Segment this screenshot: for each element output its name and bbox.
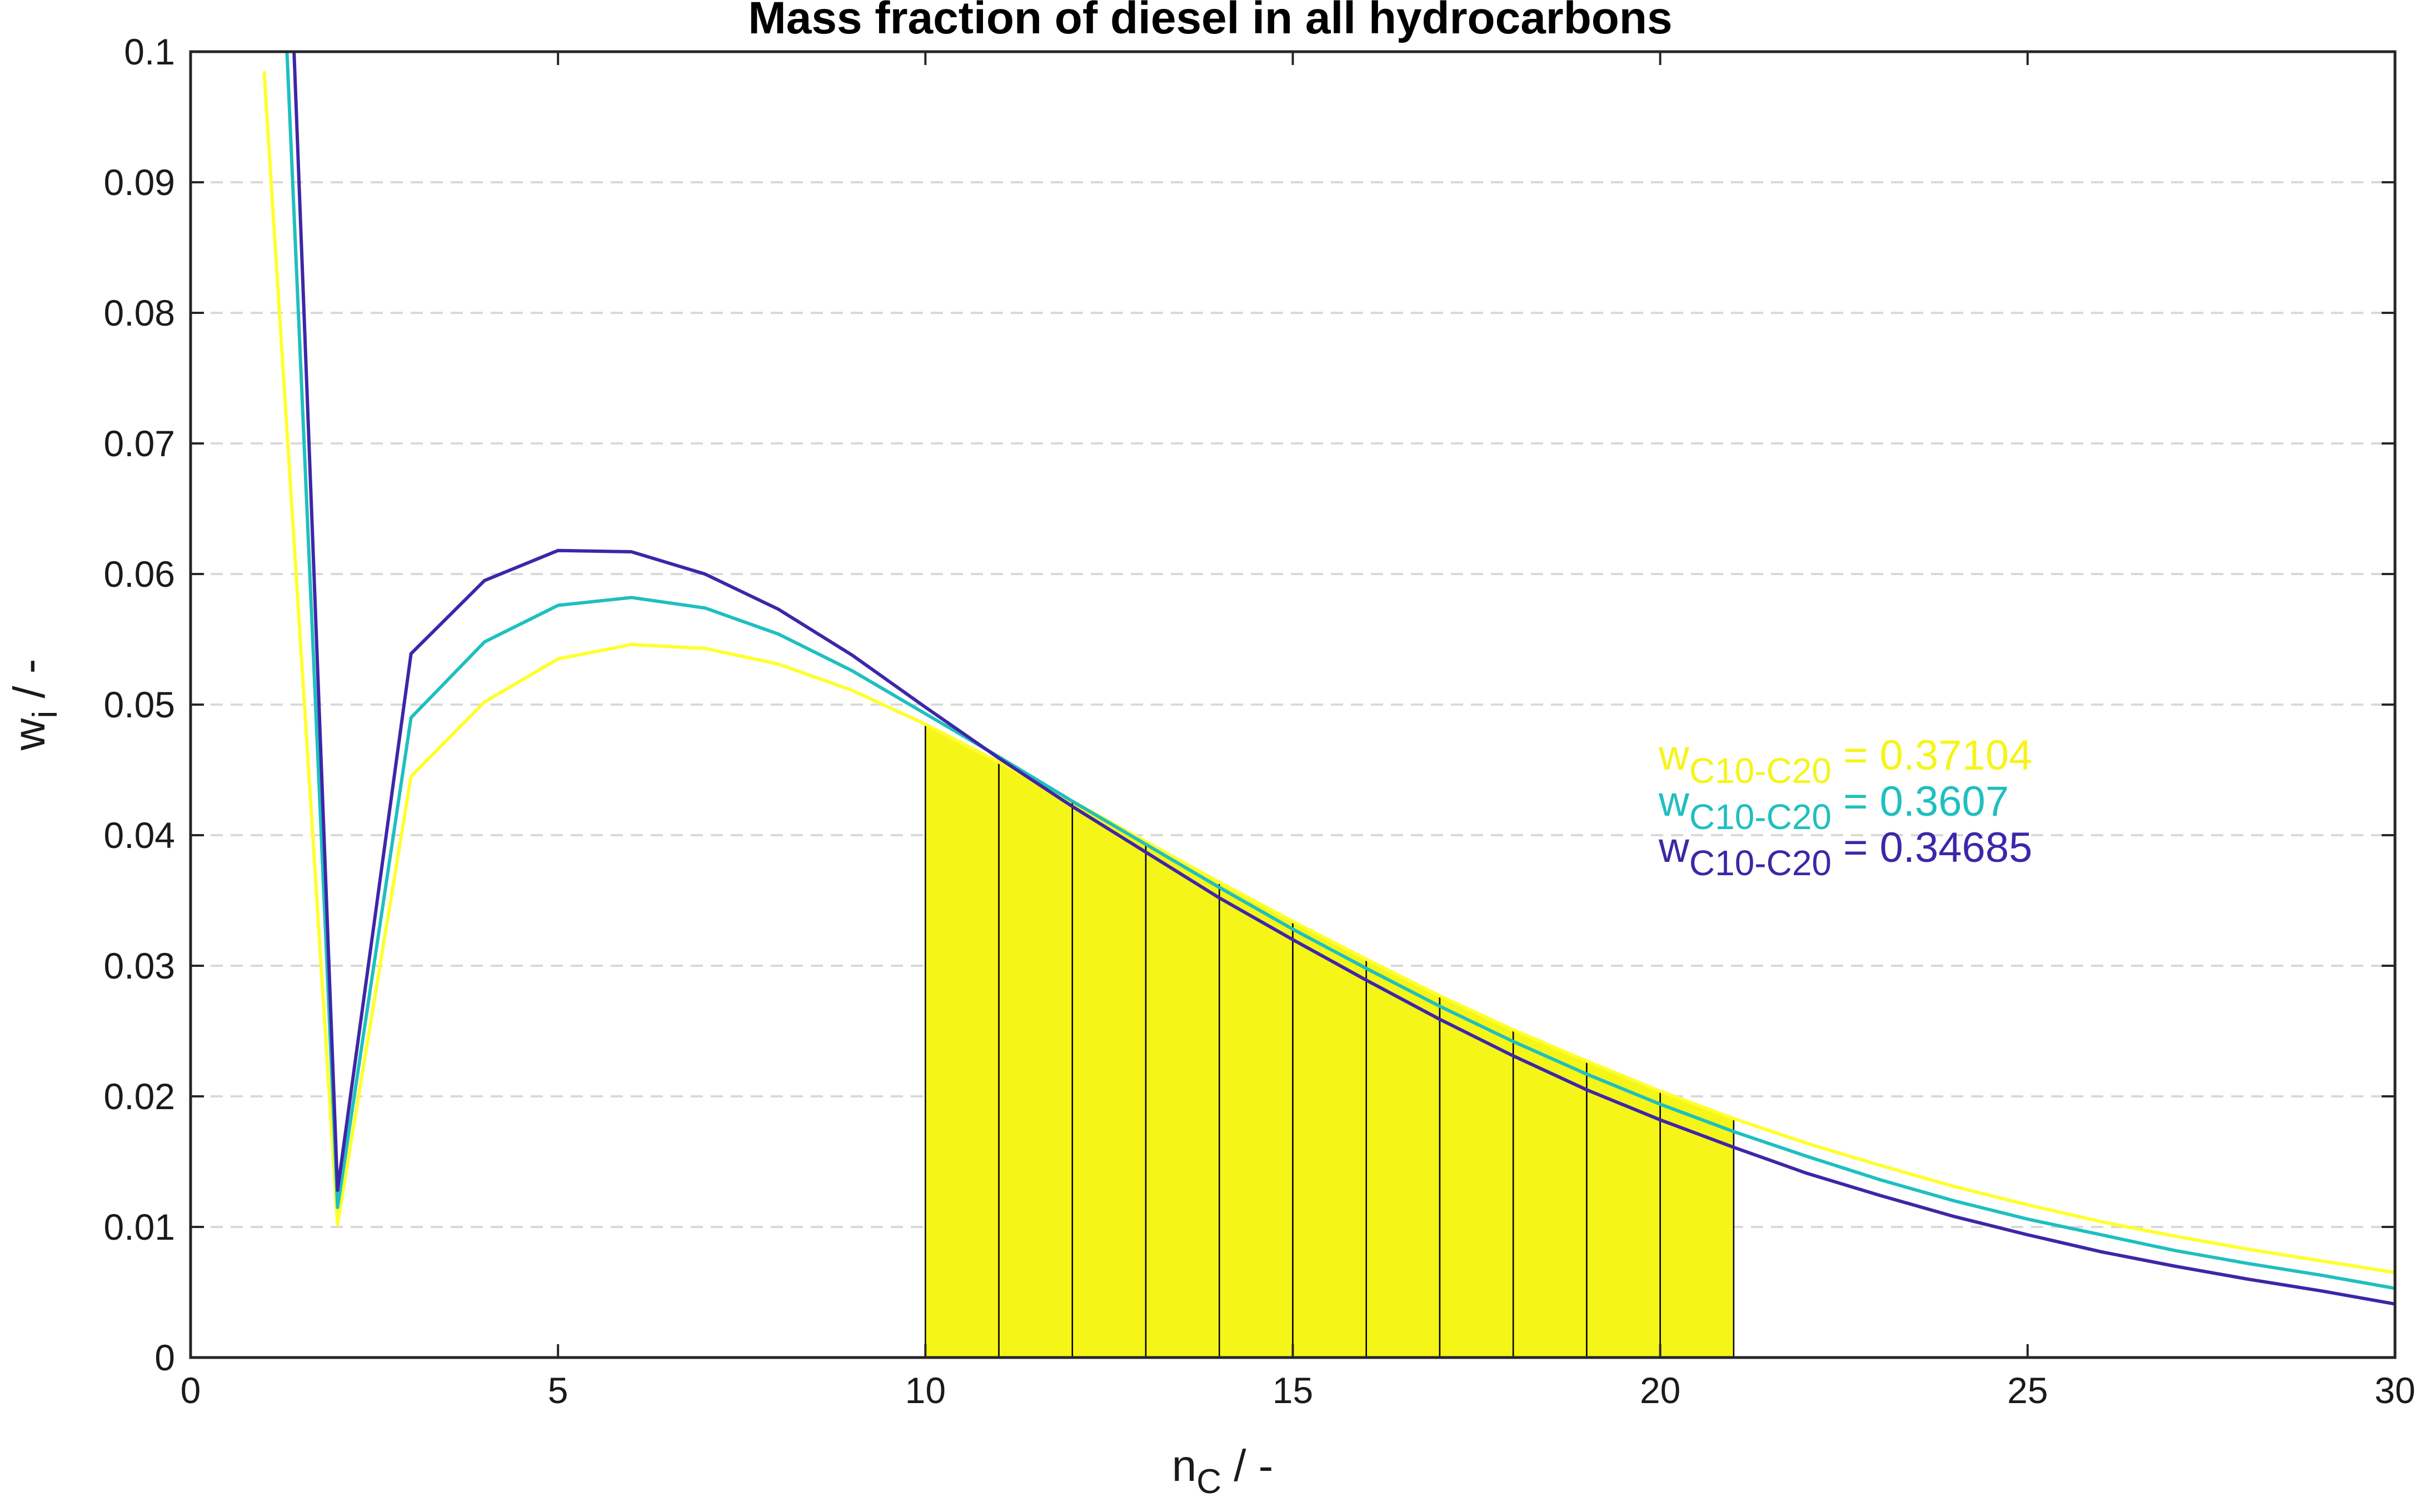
- y-tick-label-6: 0.06: [104, 553, 175, 595]
- x-tick-label-3: 15: [1273, 1370, 1313, 1411]
- annotation-cyan-value: = 0.3607: [1832, 778, 2009, 825]
- annotation-indigo: wC10-C20 = 0.34685: [1658, 824, 2032, 883]
- series-line-0: [262, 71, 2395, 1275]
- annotation-cyan: wC10-C20 = 0.3607: [1658, 778, 2009, 837]
- shade-bar-10: [925, 723, 1000, 1359]
- y-tick-label-3: 0.03: [104, 945, 175, 986]
- y-tick-label-2: 0.02: [104, 1076, 175, 1117]
- x-axis-label-suffix: / -: [1221, 1441, 1273, 1490]
- shade-bar-14: [1219, 881, 1294, 1359]
- axis-ticks: 0 5 10 15 20 25 30 0 0.01 0.02 0.03 0.04 0.05 0.06 0.0…: [104, 31, 2416, 1411]
- series-lines: [262, 52, 2395, 1306]
- y-axis-label-main: w: [4, 718, 54, 751]
- annotation-indigo-sub: C10-C20: [1689, 843, 1832, 883]
- annotation-cyan-prefix: w: [1658, 778, 1690, 825]
- x-axis-label-sub: C: [1196, 1463, 1221, 1501]
- annotation-indigo-value: = 0.34685: [1832, 824, 2032, 871]
- shade-bar-11: [998, 761, 1074, 1359]
- x-tick-label-6: 30: [2374, 1370, 2415, 1411]
- x-tick-label-5: 25: [2007, 1370, 2048, 1411]
- x-tick-label-2: 10: [905, 1370, 946, 1411]
- series-line-1: [285, 52, 2395, 1290]
- annotations: wC10-C20 = 0.37104 wC10-C20 = 0.3607 wC1…: [1658, 732, 2032, 883]
- y-axis-label-sub: i: [26, 711, 64, 718]
- shade-bar-12: [1071, 800, 1147, 1359]
- annotation-yellow-value: = 0.37104: [1832, 732, 2032, 779]
- annotation-cyan-sub: C10-C20: [1689, 797, 1832, 837]
- series-line-2: [292, 52, 2395, 1306]
- y-axis-label-suffix: / -: [4, 659, 54, 711]
- annotation-indigo-prefix: w: [1658, 824, 1690, 871]
- y-tick-label-0: 0: [154, 1337, 175, 1378]
- shade-bar-15: [1292, 920, 1367, 1359]
- y-tick-label-1: 0.01: [104, 1206, 175, 1247]
- x-tick-label-4: 20: [1640, 1370, 1680, 1411]
- y-axis-label: wi / -: [4, 659, 64, 751]
- chart-title: Mass fraction of diesel in all hydrocarb…: [748, 0, 1672, 43]
- x-axis-label-main: n: [1172, 1441, 1197, 1490]
- shade-bar-18: [1512, 1029, 1588, 1359]
- y-tick-label-9: 0.09: [104, 162, 175, 203]
- x-axis-label: nC / -: [1172, 1441, 1274, 1501]
- annotation-yellow: wC10-C20 = 0.37104: [1658, 732, 2032, 791]
- shaded-bars: [925, 723, 1735, 1359]
- y-tick-label-4: 0.04: [104, 815, 175, 856]
- shade-bar-16: [1365, 958, 1441, 1359]
- y-tick-label-8: 0.08: [104, 292, 175, 333]
- x-tick-label-0: 0: [181, 1370, 201, 1411]
- y-tick-label-10: 0.1: [124, 31, 175, 72]
- shade-bar-20: [1659, 1090, 1735, 1359]
- annotation-yellow-prefix: w: [1658, 732, 1690, 779]
- shade-bar-13: [1145, 840, 1220, 1359]
- annotation-yellow-sub: C10-C20: [1689, 751, 1832, 791]
- x-tick-label-1: 5: [548, 1370, 568, 1411]
- y-tick-label-7: 0.07: [104, 423, 175, 464]
- y-tick-label-5: 0.05: [104, 684, 175, 725]
